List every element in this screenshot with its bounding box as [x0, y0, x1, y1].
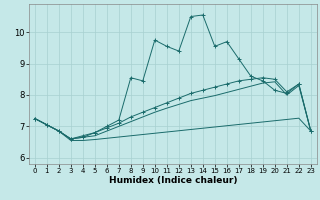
X-axis label: Humidex (Indice chaleur): Humidex (Indice chaleur) [108, 176, 237, 185]
